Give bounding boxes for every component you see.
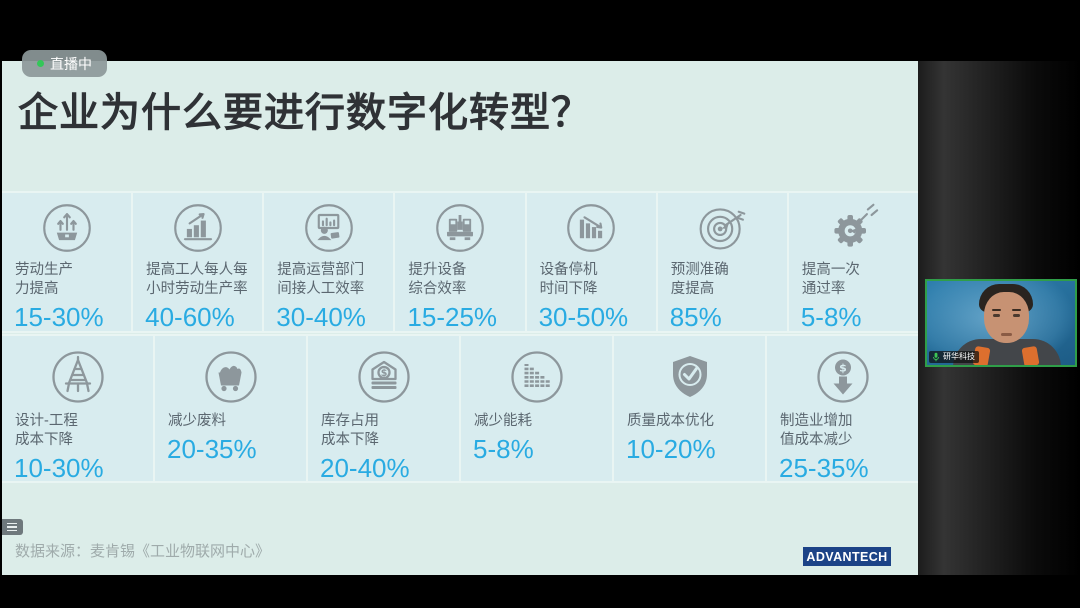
- stat-value: 30-40%: [276, 301, 366, 331]
- downtime-decline-chart-icon: [527, 202, 656, 254]
- gear-dart-icon: [789, 202, 918, 254]
- energy-bars-icon: [461, 349, 612, 405]
- productivity-up-icon: [2, 202, 131, 254]
- operations-staff-icon: [264, 202, 393, 254]
- stat-card: 提高一次 通过率 5-8%: [788, 193, 918, 331]
- stat-label: 预测准确 度提高: [670, 262, 729, 297]
- live-badge: 直播中: [22, 50, 107, 77]
- stat-label: 提高一次 通过率: [801, 262, 860, 297]
- stat-value: 30-50%: [538, 301, 629, 331]
- stat-label: 设计-工程 成本下降: [15, 413, 78, 448]
- svg-text:$: $: [380, 368, 387, 379]
- stat-value: 5-8%: [473, 433, 534, 464]
- stat-card: $ 库存占用 成本下降 20-40%: [308, 336, 459, 481]
- stat-label: 提高运营部门 间接人工效率: [277, 262, 365, 297]
- stat-label: 减少能耗: [474, 413, 532, 429]
- stat-label: 设备停机 时间下降: [539, 262, 598, 297]
- stat-card: 劳动生产 力提高 15-30%: [2, 193, 132, 331]
- stat-label: 提高工人每人每 小时劳动生产率: [146, 262, 248, 297]
- stat-value: 40-60%: [145, 301, 235, 331]
- derrick-icon: [2, 349, 153, 405]
- stat-card: 提升设备 综合效率 15-25%: [395, 193, 525, 331]
- list-icon[interactable]: [2, 519, 23, 535]
- presenter-brow: [1012, 309, 1021, 311]
- page-title: 企业为什么要进行数字化转型？: [18, 91, 592, 135]
- live-dot-icon: [37, 60, 44, 67]
- equipment-machine-icon: [395, 202, 524, 254]
- hourly-output-chart-icon: [133, 202, 262, 254]
- presenter-eye: [993, 314, 1000, 317]
- participant-nametag: 研华科技: [929, 351, 979, 363]
- inventory-money-icon: $: [308, 349, 459, 405]
- stat-card: 质量成本优化 10-20%: [614, 336, 765, 481]
- stats-row-2: 设计-工程 成本下降 10-30% 减少废料 20-35%: [2, 334, 918, 483]
- stat-label: 质量成本优化: [627, 413, 714, 429]
- webcam-tile[interactable]: 研华科技: [925, 279, 1077, 367]
- microphone-icon: [933, 352, 939, 362]
- stat-value: 5-8%: [800, 301, 862, 331]
- svg-text:$: $: [839, 362, 847, 375]
- presenter-eye: [1013, 314, 1020, 317]
- waste-cart-icon: [155, 349, 306, 405]
- stat-value: 10-20%: [626, 433, 716, 464]
- shield-check-icon: [614, 349, 765, 405]
- stat-value: 20-35%: [167, 433, 257, 464]
- stat-card: 减少废料 20-35%: [155, 336, 306, 481]
- stat-card: 设计-工程 成本下降 10-30%: [2, 336, 153, 481]
- stat-value: 20-40%: [320, 452, 410, 481]
- stat-label: 制造业增加 值成本减少: [780, 413, 853, 448]
- live-badge-label: 直播中: [50, 55, 92, 72]
- stat-label: 减少废料: [168, 413, 226, 429]
- stat-card: 减少能耗 5-8%: [461, 336, 612, 481]
- dollar-down-icon: $: [767, 349, 918, 405]
- stat-label: 提升设备 综合效率: [408, 262, 467, 297]
- stat-card: $ 制造业增加 值成本减少 25-35%: [767, 336, 918, 481]
- stat-label: 劳动生产 力提高: [15, 262, 73, 297]
- stat-value: 25-35%: [779, 452, 869, 481]
- stat-value: 10-30%: [14, 452, 104, 481]
- presenter-mouth: [1001, 333, 1012, 336]
- presentation-slide: 企业为什么要进行数字化转型？ 劳动生产 力提高 15-30%: [2, 61, 918, 575]
- stat-card: 提高工人每人每 小时劳动生产率 40-60%: [133, 193, 263, 331]
- presenter-brow: [992, 309, 1001, 311]
- source-note: 数据来源：麦肯锡《工业物联网中心》: [15, 543, 271, 560]
- target-dart-icon: [658, 202, 787, 254]
- stat-value: 15-25%: [407, 301, 498, 331]
- stat-card: 预测准确 度提高 85%: [657, 193, 787, 331]
- stat-card: 提高运营部门 间接人工效率 30-40%: [264, 193, 394, 331]
- stats-row-1: 劳动生产 力提高 15-30% 提高工人每人每 小时劳动生产率 40-60%: [2, 191, 918, 333]
- participant-name: 研华科技: [943, 352, 975, 361]
- presenter-collar: [1021, 345, 1040, 365]
- stat-label: 库存占用 成本下降: [321, 413, 379, 448]
- stat-card: 设备停机 时间下降 30-50%: [526, 193, 656, 331]
- stat-value: 15-30%: [14, 301, 104, 331]
- stat-value: 85%: [669, 301, 722, 331]
- advantech-logo: ADVANTECH: [803, 547, 891, 566]
